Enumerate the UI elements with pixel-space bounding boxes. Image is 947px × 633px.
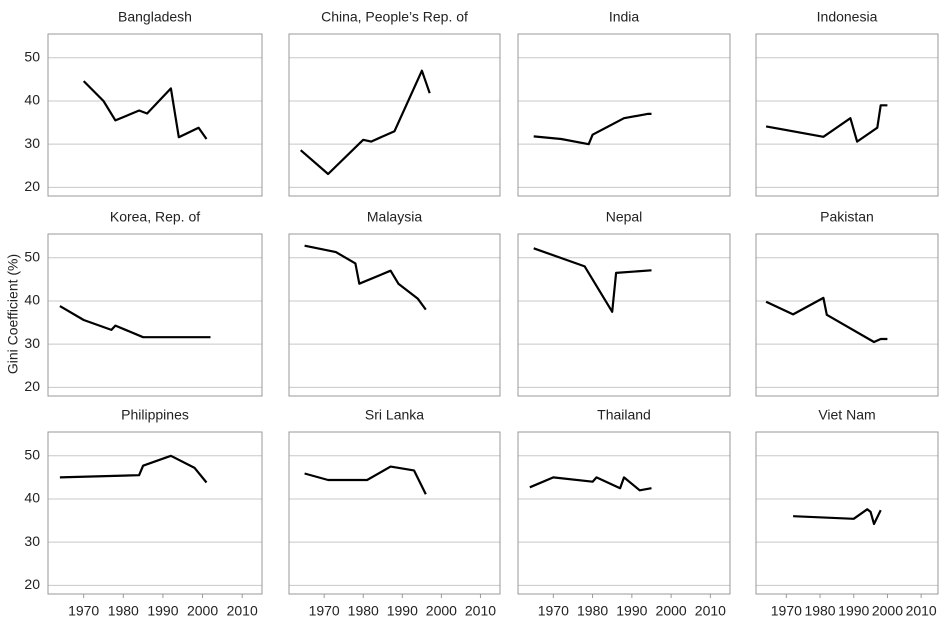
panel-frame <box>288 33 501 197</box>
panel-frame <box>288 431 501 595</box>
x-tick-label: 2000 <box>187 603 218 619</box>
line <box>59 454 208 484</box>
line <box>765 296 888 344</box>
panel-frame <box>517 33 731 197</box>
line <box>533 112 652 146</box>
x-tick-label: 2000 <box>656 603 687 619</box>
y-tick-label: 40 <box>24 92 40 108</box>
panel-frame <box>755 431 939 595</box>
x-tick-label: 2010 <box>695 603 726 619</box>
panel-frame <box>47 33 263 197</box>
x-tick-label: 1980 <box>348 603 379 619</box>
x-tick-label: 2000 <box>426 603 457 619</box>
x-tick-label: 1970 <box>538 603 569 619</box>
line <box>793 508 882 526</box>
x-tick-label: 1970 <box>309 603 340 619</box>
y-tick-label: 50 <box>24 446 40 462</box>
line <box>299 69 431 176</box>
x-tick-label: 2010 <box>906 603 937 619</box>
panel-frame <box>517 233 731 397</box>
x-tick-label: 1990 <box>838 603 869 619</box>
line <box>304 244 427 311</box>
line <box>533 247 652 313</box>
panel-title: Nepal <box>606 209 643 225</box>
y-axis-label: Gini Coefficient (%) <box>5 254 21 374</box>
y-tick-label: 40 <box>24 490 40 506</box>
panel-title: India <box>609 9 640 25</box>
line <box>529 476 652 492</box>
panel-title: Thailand <box>597 407 651 423</box>
panel-frame <box>755 233 939 397</box>
x-tick-label: 1990 <box>616 603 647 619</box>
x-tick-label: 1980 <box>577 603 608 619</box>
x-tick-label: 1970 <box>771 603 802 619</box>
panel-frame <box>47 431 263 595</box>
panel-title: Sri Lanka <box>365 407 424 423</box>
line <box>82 80 208 140</box>
panel-title: China, People’s Rep. of <box>321 9 468 25</box>
panel-title: Korea, Rep. of <box>110 209 200 225</box>
x-tick-label: 1980 <box>804 603 835 619</box>
y-tick-label: 40 <box>24 292 40 308</box>
y-tick-label: 50 <box>24 48 40 64</box>
y-tick-label: 50 <box>24 248 40 264</box>
line <box>304 465 427 495</box>
x-tick-label: 1990 <box>147 603 178 619</box>
y-tick-label: 20 <box>24 178 40 194</box>
panel-frame <box>755 33 939 197</box>
panel-title: Viet Nam <box>818 407 875 423</box>
panel-title: Bangladesh <box>118 9 192 25</box>
panel-frame <box>288 233 501 397</box>
y-tick-label: 30 <box>24 135 40 151</box>
panel-title: Philippines <box>121 407 189 423</box>
x-tick-label: 2010 <box>227 603 258 619</box>
panel-title: Indonesia <box>817 9 878 25</box>
line <box>59 305 211 339</box>
x-tick-label: 2000 <box>872 603 903 619</box>
y-tick-label: 20 <box>24 378 40 394</box>
x-tick-label: 1970 <box>68 603 99 619</box>
panel-title: Malaysia <box>367 209 422 225</box>
panel-frame <box>47 233 263 397</box>
x-tick-label: 1980 <box>108 603 139 619</box>
line <box>765 104 888 143</box>
x-tick-label: 1990 <box>387 603 418 619</box>
y-tick-label: 20 <box>24 576 40 592</box>
y-tick-label: 30 <box>24 335 40 351</box>
panel-title: Pakistan <box>820 209 874 225</box>
x-tick-label: 2010 <box>465 603 496 619</box>
y-tick-label: 30 <box>24 533 40 549</box>
panel-frame <box>517 431 731 595</box>
